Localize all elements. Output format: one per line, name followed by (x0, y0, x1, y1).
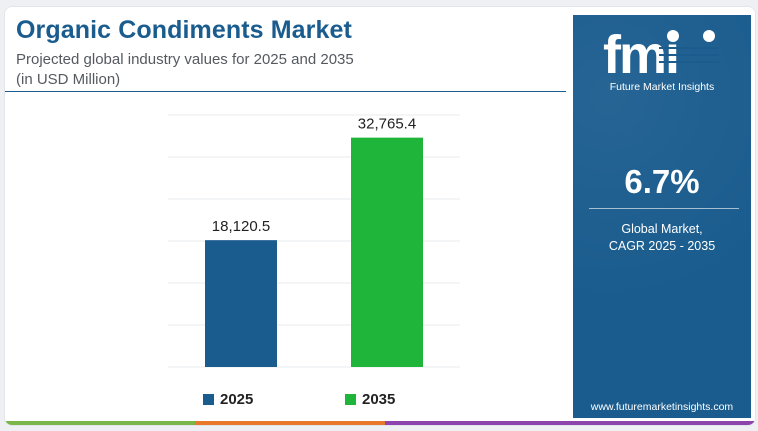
legend-label-2025: 2025 (220, 391, 254, 408)
panel-divider (589, 208, 739, 209)
bottom-bar-segment (5, 421, 195, 425)
cagr-label-line2: CAGR 2025 - 2035 (608, 239, 716, 253)
data-label-2025: 18,120.5 (212, 218, 270, 235)
bottom-color-bar (5, 421, 755, 425)
infographic-card: Organic Condiments Market Projected glob… (4, 6, 756, 426)
fmi-logo: fmi (603, 25, 719, 85)
legend-label-2035: 2035 (362, 391, 396, 408)
cagr-label: Global Market, CAGR 2025 - 2035 (573, 221, 751, 255)
chart-title: Organic Condiments Market (16, 16, 352, 44)
bar-2035 (351, 137, 423, 367)
bar-chart: 18,120.5 32,765.4 (168, 114, 460, 368)
title-divider (5, 91, 566, 92)
cagr-value: 6.7% (624, 163, 700, 200)
bottom-bar-segment (195, 421, 385, 425)
chart-unit: (in USD Million) (16, 71, 121, 88)
chart-subtitle: Projected global industry values for 202… (16, 51, 354, 68)
bottom-bar-segment (385, 421, 755, 425)
legend-item-2025: 2025 (203, 391, 253, 408)
website-url: www.futuremarketinsights.com (590, 401, 734, 413)
legend-swatch-2035 (345, 394, 356, 405)
chart-legend: 2025 2035 (5, 391, 566, 411)
legend-swatch-2025 (203, 394, 214, 405)
bar-2025 (205, 240, 277, 367)
data-label-2035: 32,765.4 (358, 116, 416, 133)
cagr-side-panel: fmi Future Market Insights 6.7% Global M… (573, 15, 751, 418)
legend-item-2035: 2035 (345, 391, 395, 408)
logo-tagline: Future Market Insights (609, 81, 715, 93)
cagr-label-line1: Global Market, (621, 222, 703, 236)
